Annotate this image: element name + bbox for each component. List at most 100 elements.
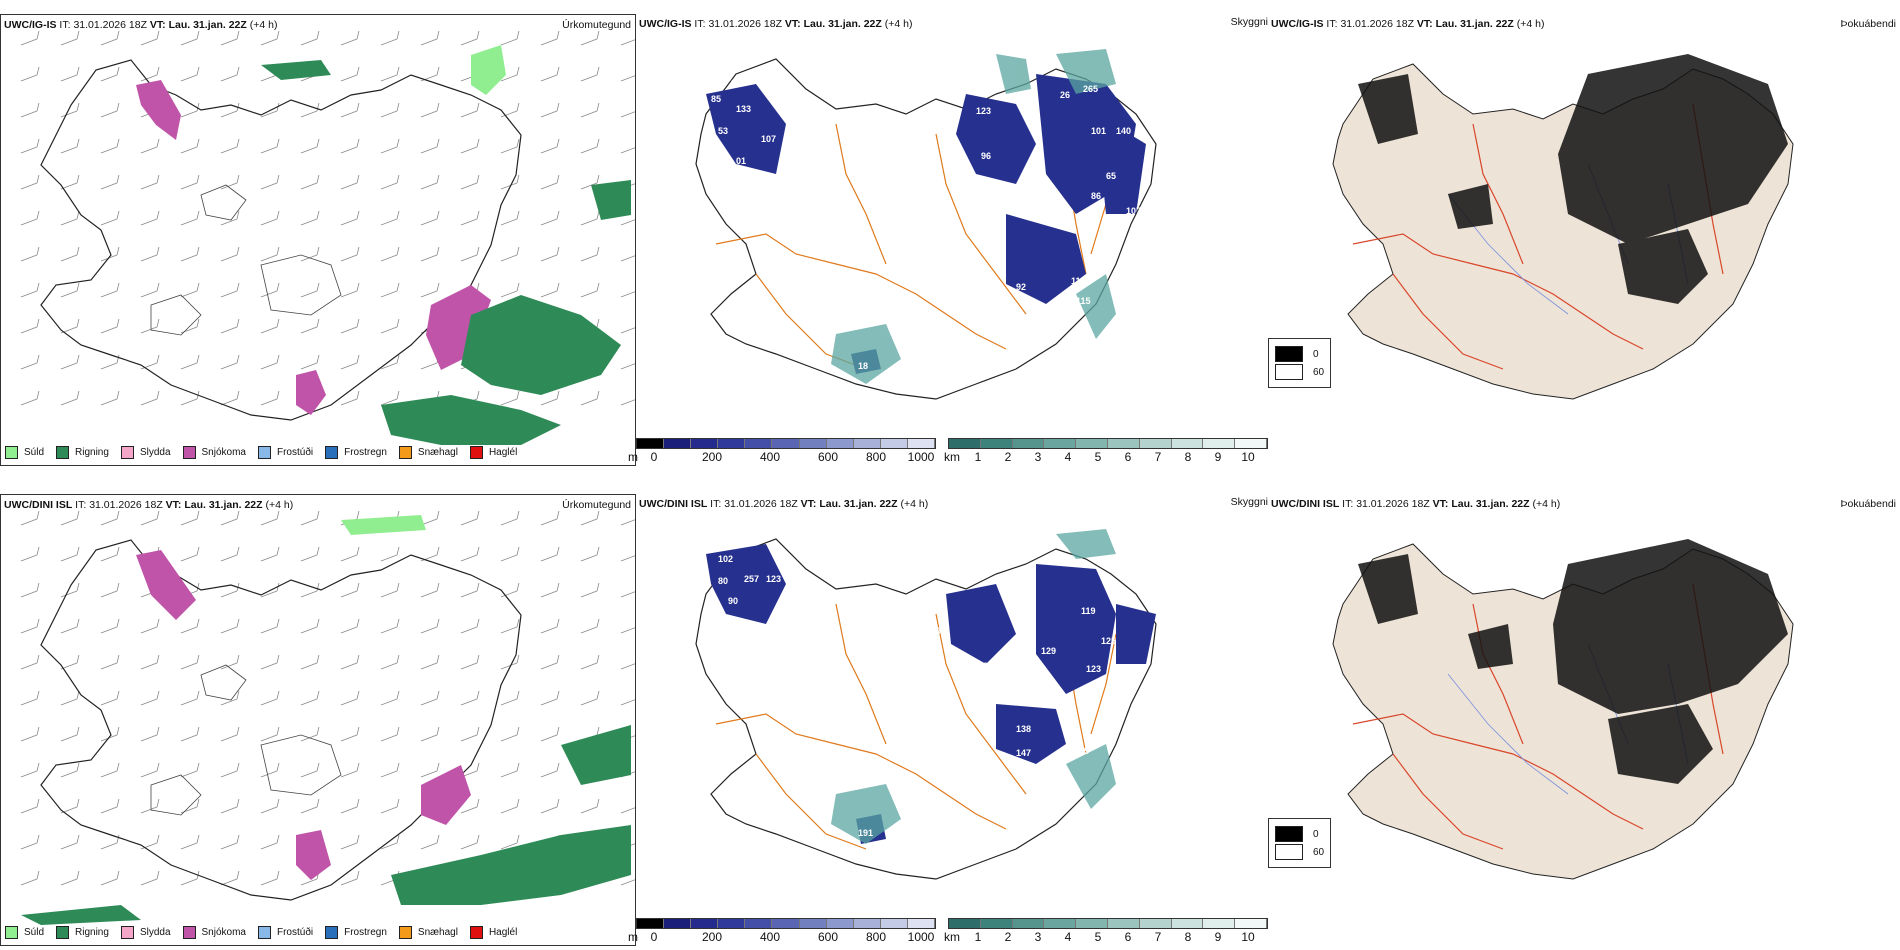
wind-barb [580,582,600,598]
wind-barb [340,102,360,118]
wind-barb [620,219,635,226]
wind-barb [300,762,320,778]
colorbar-tick: 10 [1241,450,1255,464]
it-label: IT: [59,19,71,31]
panel-title: Úrkomutegund [562,499,631,511]
fog-legend: 0 60 [1268,338,1332,388]
wind-barb [20,282,40,298]
wind-barb [380,354,400,370]
wind-barb [380,582,400,598]
wind-barb [380,798,400,814]
fog-legend-row: 0 [1275,826,1324,842]
wind-barb [500,510,520,526]
cloud-base-value: 16 [764,174,774,184]
wind-barb [180,138,200,154]
wind-barb [260,618,280,634]
wind-barb [100,390,120,406]
wind-barb [500,762,520,778]
valid-time: Lau. 31.jan. 22Z [819,498,898,510]
wind-barb [460,690,480,706]
cloud-base-value: 176 [972,696,987,706]
colorbar-cell [826,919,854,928]
colorbar-cell [772,439,800,448]
wind-barb [380,30,400,46]
legend-swatch [257,446,271,459]
wind-barb [540,762,560,778]
wind-barb [580,174,600,190]
colorbar-cell [691,919,719,928]
it-label: IT: [1326,18,1338,30]
panel-header: UWC/IG-IS IT: 31.01.2026 18Z VT: Lau. 31… [639,18,912,30]
wind-barb [380,726,400,742]
fog-panel-row1: UWC/IG-IS IT: 31.01.2026 18Z VT: Lau. 31… [1268,14,1900,466]
cloud-base-value: 123 [1086,664,1101,674]
wind-barb [60,582,80,598]
wind-barb [380,654,400,670]
cloud-vis-panel-row1: UWC/IG-IS IT: 31.01.2026 18Z VT: Lau. 31… [628,14,1272,466]
wind-barb [60,690,80,706]
wind-barb [300,510,320,526]
wind-barb [300,246,320,262]
colorbar-tick: 4 [1064,450,1072,464]
wind-barb [140,618,160,634]
colorbar-cell [949,439,981,448]
colorbar-tick: 10 [1241,930,1255,944]
legend-item: Snæhagl [398,926,458,939]
panel-title: Skyggni [1230,16,1268,28]
wind-barb [460,618,480,634]
wind-barb [100,138,120,154]
init-time: 31.01.2026 18Z [724,498,798,510]
wind-barb [140,726,160,742]
legend-label: 60 [1313,366,1325,378]
legend-item: Rigning [56,446,109,459]
wind-barb [540,66,560,82]
wind-barb [420,690,440,706]
legend-label: 60 [1313,846,1325,858]
wind-barb [20,210,40,226]
wind-barb [460,510,480,526]
cloud-base-labels: 102 80 90 257 123 96 94 131 176 129 119 … [718,554,1136,838]
panel-title: Þokuábendi [1840,18,1896,30]
wind-barb [60,762,80,778]
colorbar-cell [637,439,665,448]
wind-barb [20,174,40,190]
legend-item: Snjókoma [182,446,246,459]
wind-barb [340,354,360,370]
wind-barb [300,354,320,370]
wind-barb [220,546,240,562]
colorbar-tick: 4 [1064,930,1072,944]
wind-barb [180,282,200,298]
wind-barb [20,798,40,814]
legend-swatch [5,926,18,939]
cloud-base-value: 121 [1061,784,1076,794]
wind-barb [20,138,40,154]
wind-barb [60,654,80,670]
colorbar-tick: 1 [974,450,982,464]
it-label: IT: [710,498,722,510]
visibility-areas [831,529,1116,844]
wind-barb [540,798,560,814]
wind-barb [540,210,560,226]
colorbar-tick: 600 [817,450,839,464]
lead-time: (+4 h) [265,499,294,511]
wind-barb [220,66,240,82]
wind-barb [20,30,40,46]
wind-barb [460,798,480,814]
colorbar-cell [1235,439,1267,448]
wind-barb [220,174,240,190]
wind-barb [20,690,40,706]
wind-barb [540,246,560,262]
colorbar-tick: 6 [1124,930,1132,944]
legend-item: Snæhagl [398,446,458,459]
cloud-base-value: 102 [718,554,733,564]
colorbar-ticks: m 0 200 400 600 800 1000 [628,929,936,944]
legend-swatch [469,446,483,459]
wind-barb [60,510,80,526]
wind-barb [180,834,200,850]
wind-barb [60,174,80,190]
wind-barb [500,30,520,46]
panel-header: UWC/DINI ISL IT: 31.01.2026 18Z VT: Lau.… [639,498,928,510]
glacier-outline [150,184,342,336]
colorbar-cell [826,439,854,448]
snow-areas [136,80,491,415]
